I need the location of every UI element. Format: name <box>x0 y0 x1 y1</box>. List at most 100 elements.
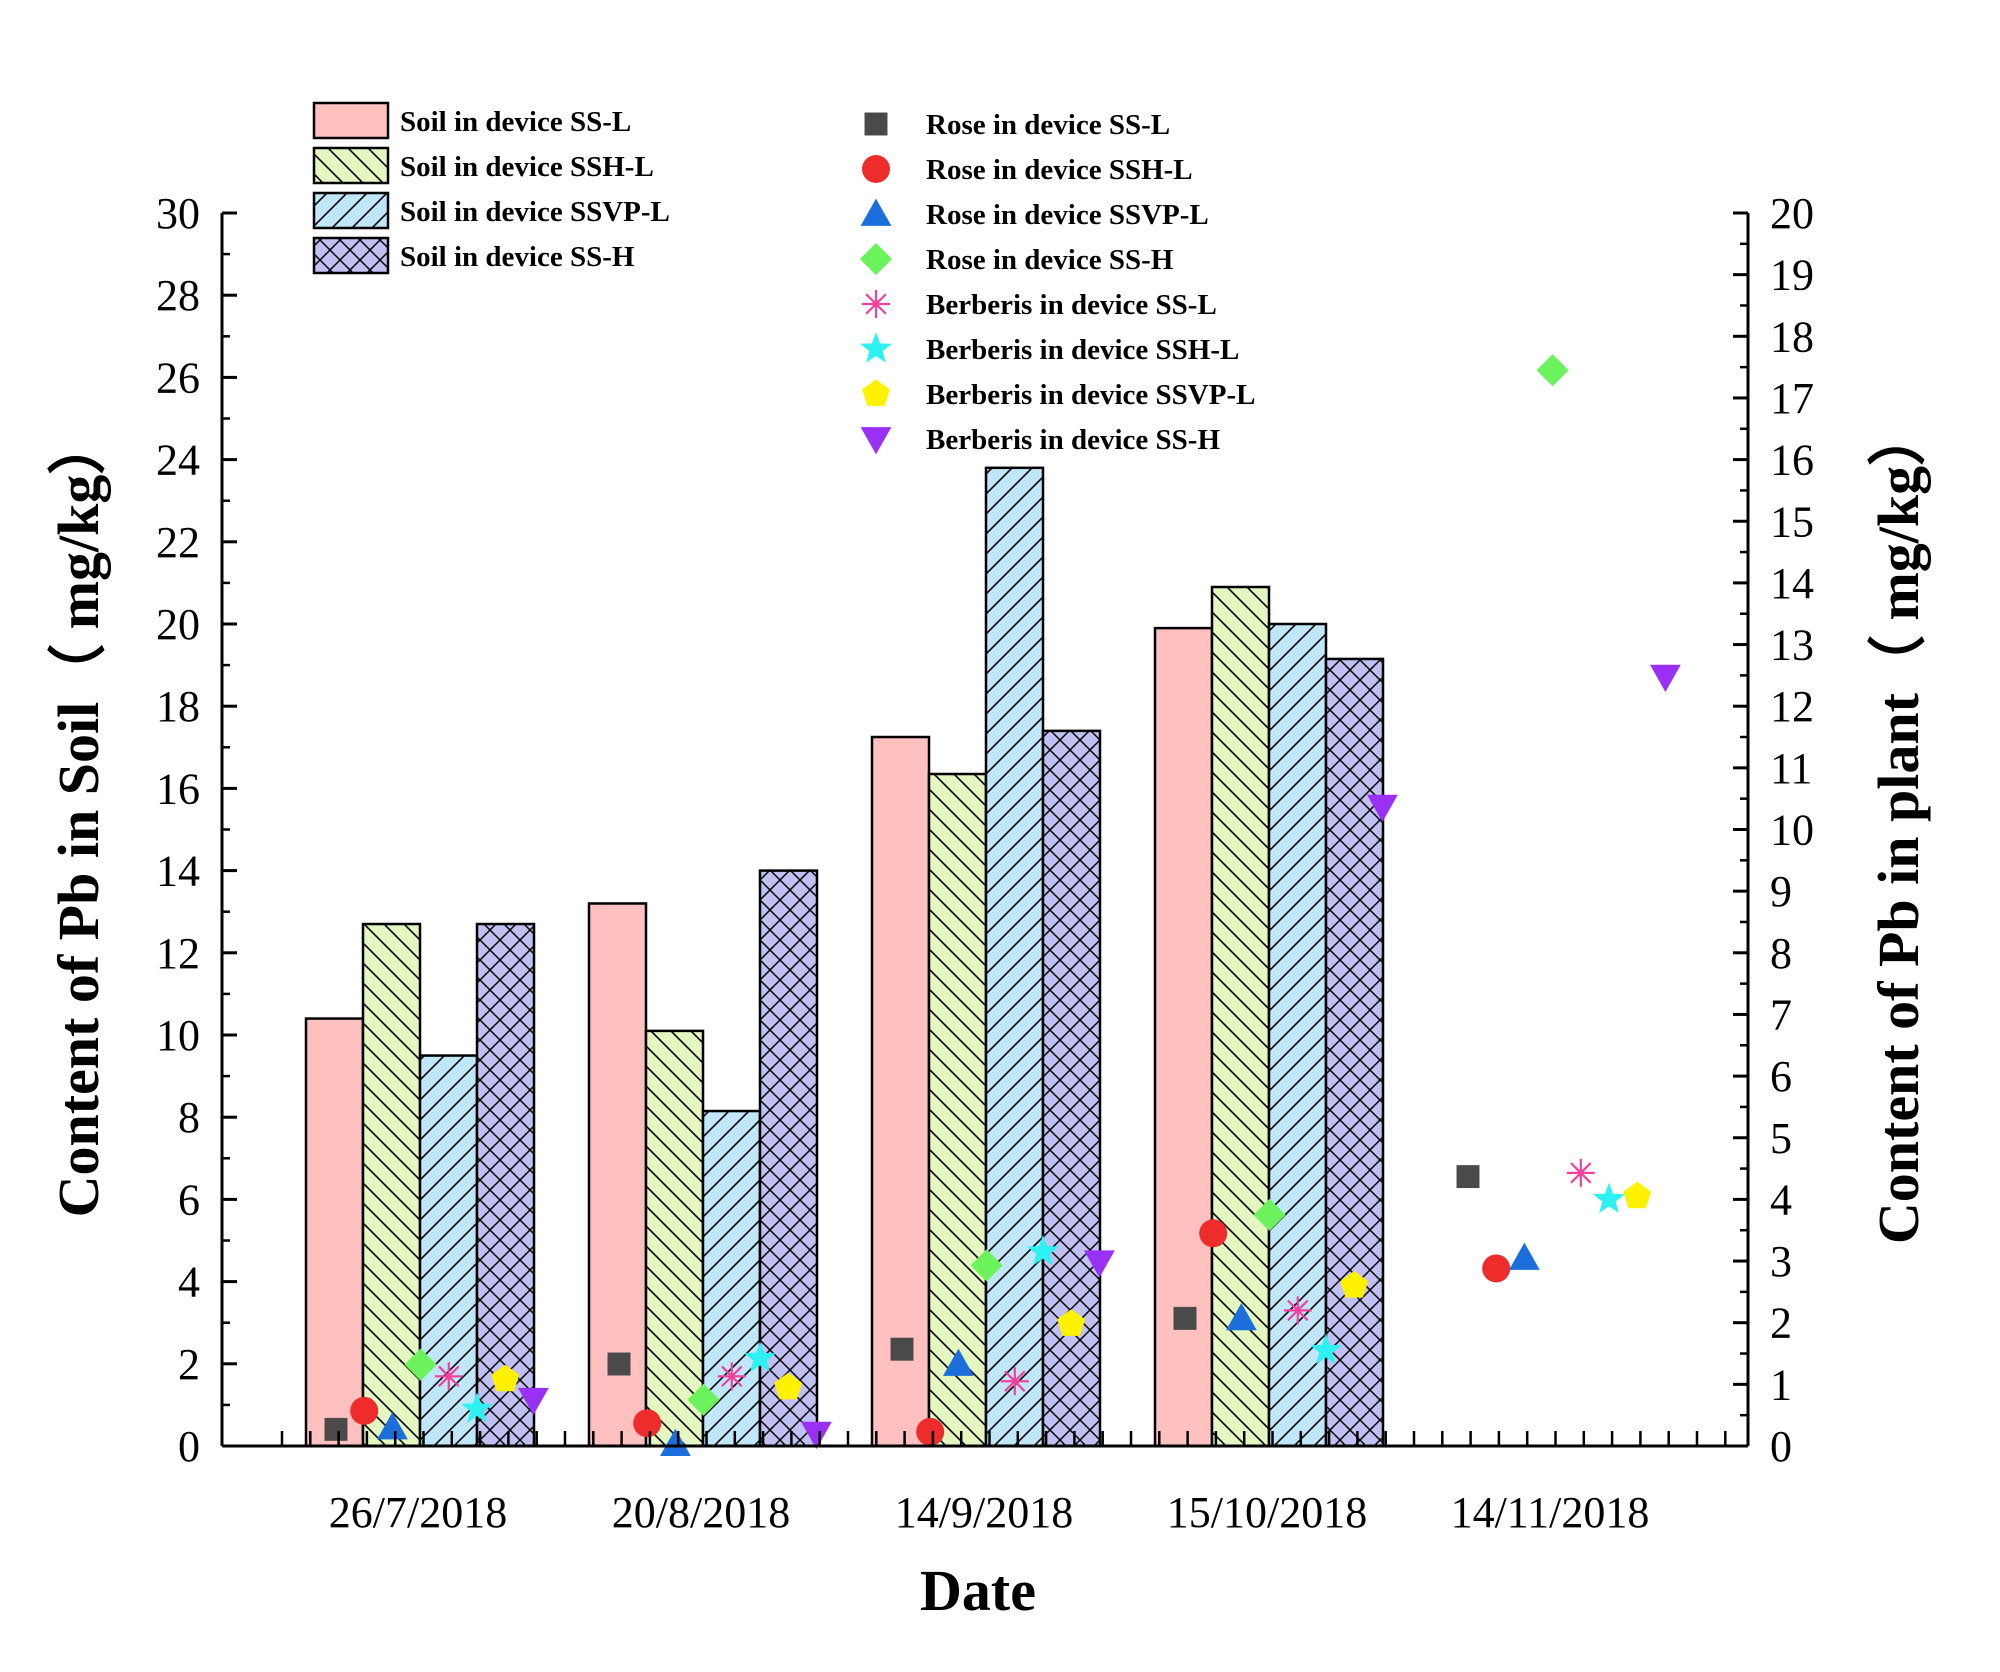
marker-rose-in-device-ssvp-l-2 <box>660 1428 691 1457</box>
marker-berberis-in-device-ssvp-l-1 <box>491 1364 520 1392</box>
marker-rose-in-device-ss-l-4 <box>1173 1306 1197 1330</box>
right-axis-title: Content of Pb in plant（ mg/kg） <box>1866 408 1931 1244</box>
marker-rose-in-device-ssvp-l-1 <box>377 1412 408 1440</box>
legend-item-berberis-in-device-ssh-l: Berberis in device SSH-L <box>860 332 1239 366</box>
marker-berberis-in-device-ss-h-5 <box>1650 664 1681 693</box>
left-tick-label: 12 <box>156 929 200 978</box>
bar-soil-in-device-ss-h-4 <box>1324 657 1385 1448</box>
legend-item-soil-in-device-ssh-l: Soil in device SSH-L <box>312 146 654 185</box>
right-tick-label: 6 <box>1770 1052 1792 1101</box>
left-tick-label: 20 <box>156 600 200 649</box>
left-tick-label: 16 <box>156 764 200 813</box>
marker-berberis-in-device-ss-l-3 <box>1000 1367 1029 1396</box>
right-tick-label: 12 <box>1770 682 1814 731</box>
legend-item-berberis-in-device-ssvp-l: Berberis in device SSVP-L <box>862 379 1255 411</box>
right-tick-label: 5 <box>1770 1114 1792 1163</box>
marker-berberis-in-device-ssh-l-5 <box>1593 1182 1625 1213</box>
right-tick-label: 8 <box>1770 929 1792 978</box>
legend-label: Soil in device SSH-L <box>400 151 654 183</box>
left-tick-label: 26 <box>156 353 200 402</box>
marker-berberis-in-device-ss-l-1 <box>434 1362 463 1391</box>
left-tick-label: 30 <box>156 189 200 238</box>
legend-label: Rose in device SS-H <box>926 244 1174 276</box>
marker-rose-in-device-ss-h-2 <box>687 1383 720 1416</box>
marker-rose-in-device-ssh-l-4 <box>1199 1219 1228 1248</box>
legend-item-rose-in-device-ssvp-l: Rose in device SSVP-L <box>860 198 1209 231</box>
legend-label: Berberis in device SS-H <box>926 424 1220 456</box>
x-tick-label: 15/10/2018 <box>1167 1488 1367 1537</box>
legend-label: Berberis in device SSH-L <box>926 334 1239 366</box>
left-tick-label: 24 <box>156 436 200 485</box>
marker-berberis-in-device-ss-l-5 <box>1566 1158 1595 1187</box>
marker-berberis-in-device-ss-h-2 <box>801 1421 832 1450</box>
bar-soil-in-device-ss-h-1 <box>475 922 536 1448</box>
marker-berberis-in-device-ss-h-3 <box>1084 1250 1115 1278</box>
bar-soil-in-device-ss-h-2 <box>758 869 819 1448</box>
bar-soil-in-device-ss-l-1 <box>304 1017 365 1448</box>
legend-item-berberis-in-device-ss-h: Berberis in device SS-H <box>860 424 1220 456</box>
left-tick-label: 6 <box>178 1175 200 1224</box>
marker-rose-in-device-ss-l-2 <box>607 1352 631 1376</box>
legend-item-soil-in-device-ss-h: Soil in device SS-H <box>312 236 635 275</box>
marker-berberis-in-device-ss-l-2 <box>717 1362 746 1391</box>
legend-item-soil-in-device-ssvp-l: Soil in device SSVP-L <box>312 191 670 230</box>
marker-berberis-in-device-ss-h-1 <box>518 1387 549 1416</box>
right-tick-label: 15 <box>1770 497 1814 546</box>
right-tick-label: 2 <box>1770 1299 1792 1348</box>
marker-rose-in-device-ssh-l-5 <box>1482 1254 1511 1283</box>
left-axis-title: Content of Pb in Soil（ mg/kg） <box>46 417 111 1218</box>
right-tick-label: 18 <box>1770 312 1814 361</box>
right-tick-label: 20 <box>1770 189 1814 238</box>
right-tick-label: 4 <box>1770 1175 1792 1224</box>
x-tick-label: 14/11/2018 <box>1451 1488 1650 1537</box>
right-tick-label: 19 <box>1770 251 1814 300</box>
marker-berberis-in-device-ssh-l-4 <box>1310 1333 1342 1365</box>
marker-rose-in-device-ss-h-4 <box>1253 1198 1286 1231</box>
marker-rose-in-device-ss-h-3 <box>970 1249 1003 1282</box>
legend-label: Rose in device SSVP-L <box>926 199 1209 231</box>
marker-rose-in-device-ss-l-5 <box>1456 1165 1480 1189</box>
marker-rose-in-device-ss-h-1 <box>404 1348 437 1381</box>
legend-label: Soil in device SSVP-L <box>400 196 670 228</box>
marker-rose-in-device-ssvp-l-5 <box>1509 1242 1540 1270</box>
marker-rose-in-device-ssh-l-3 <box>916 1417 945 1446</box>
marker-berberis-in-device-ss-l-4 <box>1283 1296 1312 1325</box>
bar-soil-in-device-ssvp-l-3 <box>984 466 1045 1448</box>
left-tick-label: 22 <box>156 518 200 567</box>
marker-rose-in-device-ssvp-l-4 <box>1226 1302 1257 1331</box>
left-tick-label: 10 <box>156 1011 200 1060</box>
x-axis-title: Date <box>920 1558 1036 1623</box>
left-tick-label: 18 <box>156 682 200 731</box>
legend-item-berberis-in-device-ss-l: Berberis in device SS-L <box>862 289 1217 321</box>
right-tick-label: 16 <box>1770 436 1814 485</box>
right-tick-label: 10 <box>1770 806 1814 855</box>
right-tick-label: 14 <box>1770 559 1814 608</box>
marker-rose-in-device-ss-l-1 <box>324 1417 348 1441</box>
legend-item-rose-in-device-ss-h: Rose in device SS-H <box>859 242 1174 276</box>
marker-berberis-in-device-ssh-l-2 <box>744 1341 776 1373</box>
left-tick-label: 28 <box>156 271 200 320</box>
right-tick-label: 13 <box>1770 621 1814 670</box>
marker-berberis-in-device-ssvp-l-4 <box>1340 1271 1369 1298</box>
marker-rose-in-device-ssh-l-2 <box>633 1409 662 1438</box>
marker-rose-in-device-ssvp-l-3 <box>943 1348 974 1376</box>
left-tick-label: 14 <box>156 847 200 896</box>
left-tick-label: 8 <box>178 1093 200 1142</box>
bars-layer <box>304 466 1385 1448</box>
left-tick-label: 4 <box>178 1258 200 1307</box>
marker-berberis-in-device-ssvp-l-2 <box>774 1372 803 1400</box>
x-tick-label: 26/7/2018 <box>329 1488 507 1537</box>
bar-soil-in-device-ssvp-l-4 <box>1267 622 1328 1448</box>
left-tick-label: 0 <box>178 1422 200 1471</box>
bar-soil-in-device-ssh-l-3 <box>927 772 988 1448</box>
legend-label: Rose in device SS-L <box>926 109 1170 141</box>
legend-label: Rose in device SSH-L <box>926 154 1193 186</box>
legend-label: Soil in device SS-H <box>400 241 635 273</box>
marker-berberis-in-device-ssvp-l-3 <box>1057 1309 1086 1336</box>
legend-label: Berberis in device SSVP-L <box>926 379 1255 411</box>
right-tick-label: 17 <box>1770 374 1814 423</box>
right-tick-label: 0 <box>1770 1422 1792 1471</box>
marker-berberis-in-device-ssvp-l-5 <box>1623 1181 1652 1209</box>
bar-soil-in-device-ss-h-3 <box>1041 729 1102 1448</box>
